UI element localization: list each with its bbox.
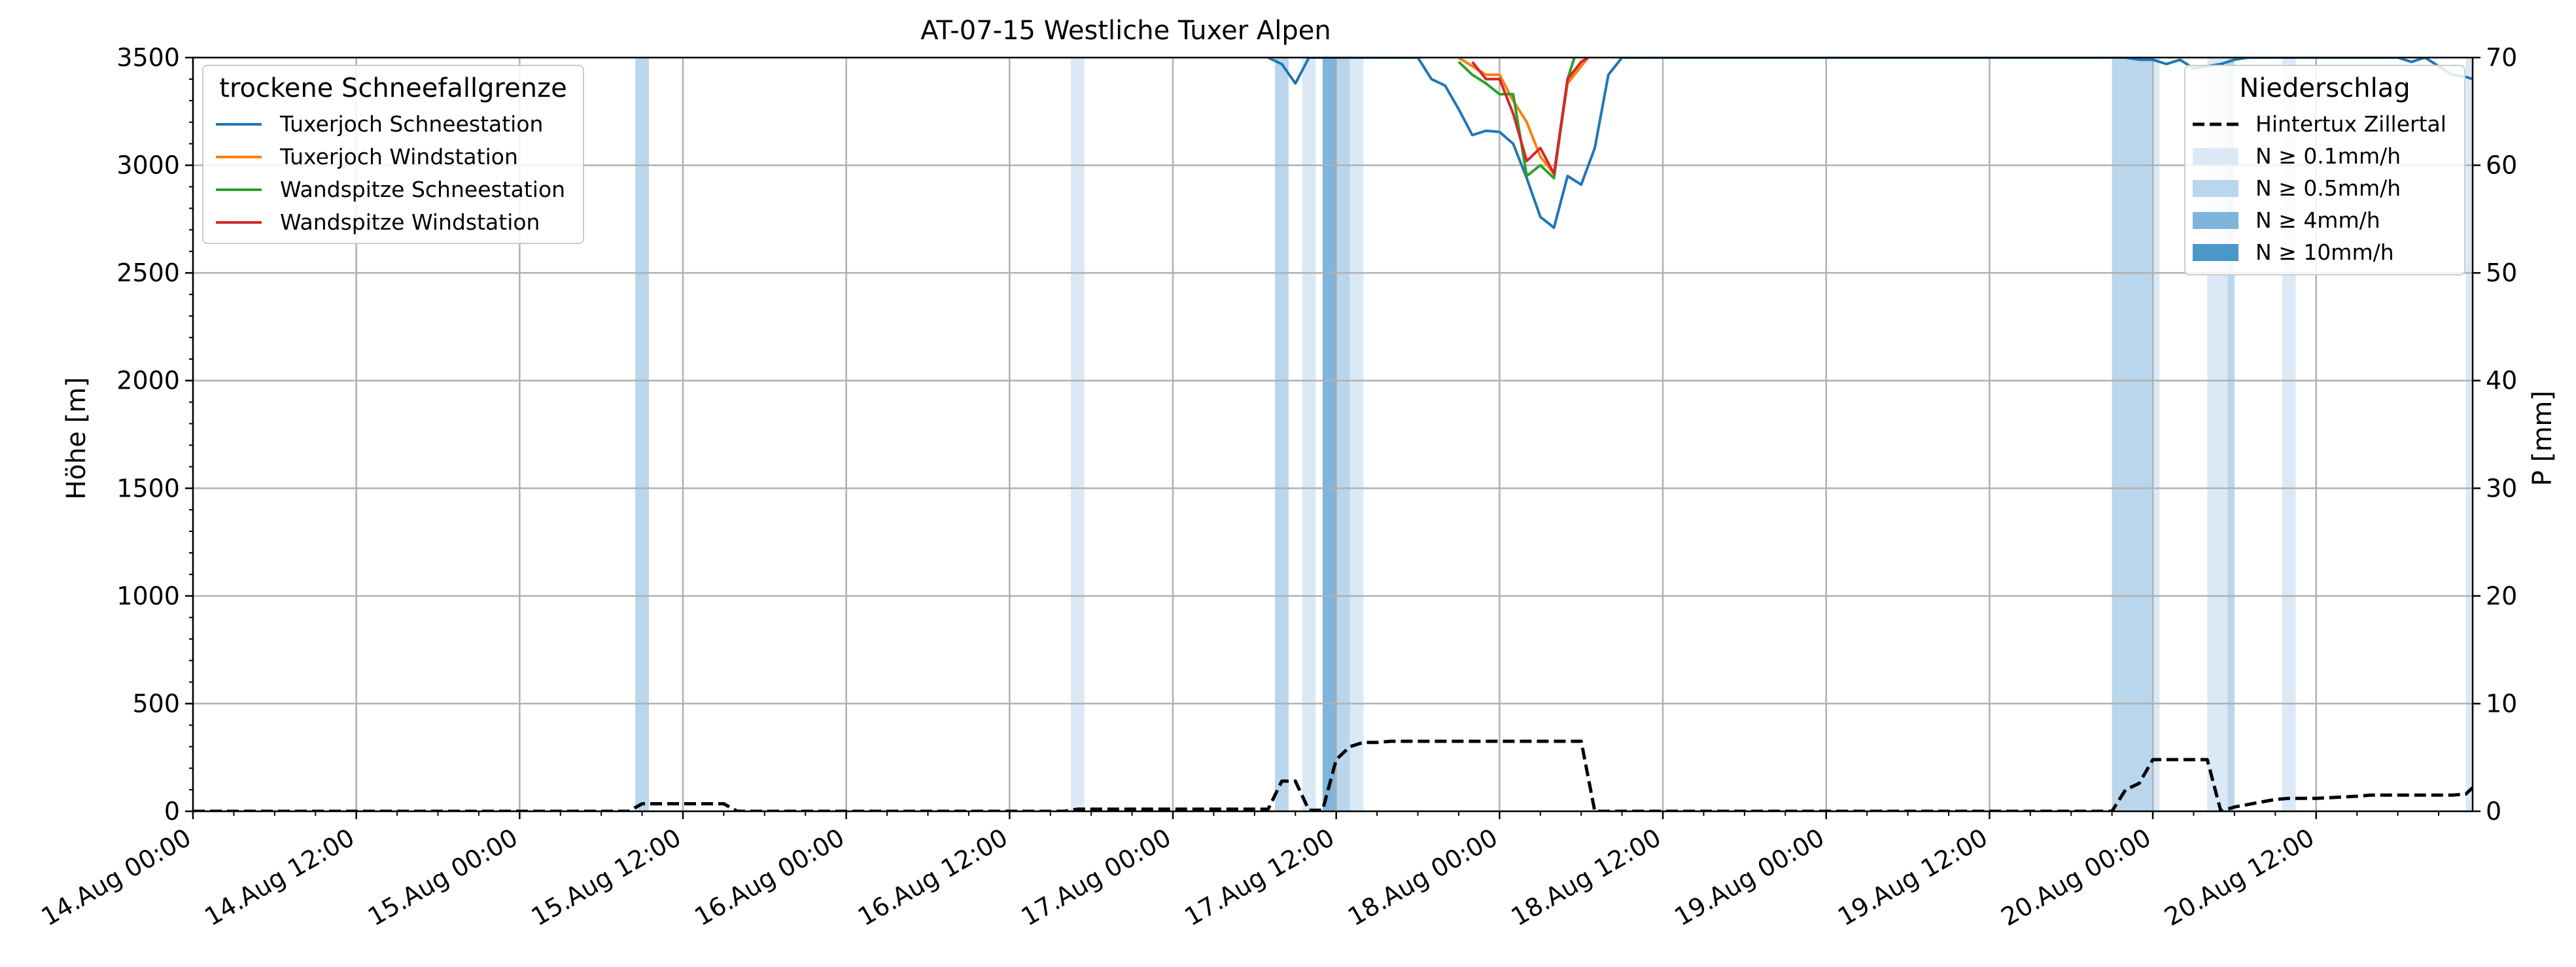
y2-tick-label: 20 xyxy=(2486,582,2517,610)
y2-tick-label: 10 xyxy=(2486,689,2517,718)
x-tick-label: 17.Aug 00:00 xyxy=(1017,823,1176,932)
y2-axis-label: P [mm] xyxy=(2528,391,2558,486)
legend-left-title: trockene Schneefallgrenze xyxy=(219,73,566,103)
y-tick-label: 500 xyxy=(132,689,180,718)
x-tick-label: 16.Aug 00:00 xyxy=(689,823,849,932)
precip-band xyxy=(1302,58,1316,811)
y-tick-label: 1000 xyxy=(116,582,180,610)
y2-tick-label: 0 xyxy=(2486,797,2501,826)
x-axis: 14.Aug 00:00 14.Aug 12:00 15.Aug 00:00 15.A… xyxy=(37,811,2439,932)
series-line-hintertux-zillertal xyxy=(193,739,2473,811)
y-tick-label: 3000 xyxy=(116,151,180,180)
y-tick-label: 0 xyxy=(164,797,180,826)
chart-title: AT-07-15 Westliche Tuxer Alpen xyxy=(920,16,1331,46)
legend-right-box xyxy=(2184,65,2465,275)
precip-band xyxy=(1336,58,1350,811)
legend-right-title: Niederschlag xyxy=(2239,73,2410,103)
legend-right-swatch xyxy=(2193,180,2238,197)
x-tick-label: 14.Aug 12:00 xyxy=(200,823,359,932)
y-tick-label: 2500 xyxy=(116,258,180,287)
x-tick-label: 15.Aug 12:00 xyxy=(527,823,686,932)
legend-left-entry: Wandspitze Schneestation xyxy=(280,177,565,202)
legend-right-swatch xyxy=(2193,212,2238,229)
legend-right-entry: N ≥ 0.1mm/h xyxy=(2255,143,2401,169)
y2-tick-label: 30 xyxy=(2486,474,2517,502)
precip-band xyxy=(635,58,649,811)
plot-frame xyxy=(192,56,2474,813)
x-tick-label: 20.Aug 00:00 xyxy=(1996,823,2156,932)
x-tick-label: 17.Aug 12:00 xyxy=(1179,823,1339,932)
y2-tick-label: 40 xyxy=(2486,366,2517,395)
precip-bands xyxy=(635,58,2473,811)
legend-left: trockene Schneefallgrenze Tuxerjoch Schne… xyxy=(202,65,584,244)
plot-area: 0 500 1000 1500 2000 2500 3000 3500 0 10 20 30 40 50 6… xyxy=(37,43,2518,932)
y2-axis: 0 10 20 30 40 50 60 70 xyxy=(2473,43,2517,826)
x-tick-label: 19.Aug 12:00 xyxy=(1833,823,1993,932)
y-axis: 0 500 1000 1500 2000 2500 3000 3500 xyxy=(116,43,193,826)
legend-right-entry: Hintertux Zillertal xyxy=(2255,111,2446,137)
x-tick-label: 18.Aug 00:00 xyxy=(1343,823,1503,932)
y-tick-label: 1500 xyxy=(116,474,180,502)
precip-band xyxy=(2227,58,2235,811)
legend-right-swatch xyxy=(2193,244,2238,261)
precip-band xyxy=(1070,58,1085,811)
x-tick-label: 16.Aug 12:00 xyxy=(853,823,1013,932)
y-tick-label: 2000 xyxy=(116,366,180,395)
legend-right-swatch xyxy=(2193,148,2238,165)
series-line-wandspitze-windstation xyxy=(1471,58,1589,175)
grid xyxy=(192,56,2473,813)
y-tick-label: 3500 xyxy=(116,43,180,72)
precip-band xyxy=(2112,58,2153,811)
x-tick-label: 15.Aug 00:00 xyxy=(363,823,523,932)
precip-band xyxy=(1349,58,1364,811)
x-tick-label: 18.Aug 12:00 xyxy=(1506,823,1666,932)
legend-right-entry: N ≥ 0.5mm/h xyxy=(2255,175,2401,201)
x-tick-label: 20.Aug 12:00 xyxy=(2159,823,2319,932)
precip-band xyxy=(2465,58,2473,811)
series-line-tuxerjoch-schneestation xyxy=(1267,58,2473,229)
legend-right-entry: N ≥ 10mm/h xyxy=(2255,239,2394,265)
legend-left-entry: Tuxerjoch Schneestation xyxy=(279,111,543,137)
legend-right: Niederschlag Hintertux Zillertal N ≥ 0.1mm… xyxy=(2184,65,2465,275)
series-lines xyxy=(193,58,2473,811)
legend-left-entry: Tuxerjoch Windstation xyxy=(279,144,518,169)
legend-left-entry: Wandspitze Windstation xyxy=(280,209,540,235)
precip-band xyxy=(1322,58,1336,811)
legend-right-entry: N ≥ 4mm/h xyxy=(2255,207,2380,233)
legend-left-box xyxy=(202,65,584,244)
x-tick-label: 19.Aug 00:00 xyxy=(1669,823,1829,932)
y2-tick-label: 60 xyxy=(2486,151,2517,180)
y2-tick-label: 70 xyxy=(2486,43,2517,72)
precip-band xyxy=(2153,58,2160,811)
precip-band xyxy=(1275,58,1289,811)
x-tick-label: 14.Aug 00:00 xyxy=(37,823,196,932)
y2-tick-label: 50 xyxy=(2486,258,2517,287)
y-axis-label: Höhe [m] xyxy=(61,377,92,499)
